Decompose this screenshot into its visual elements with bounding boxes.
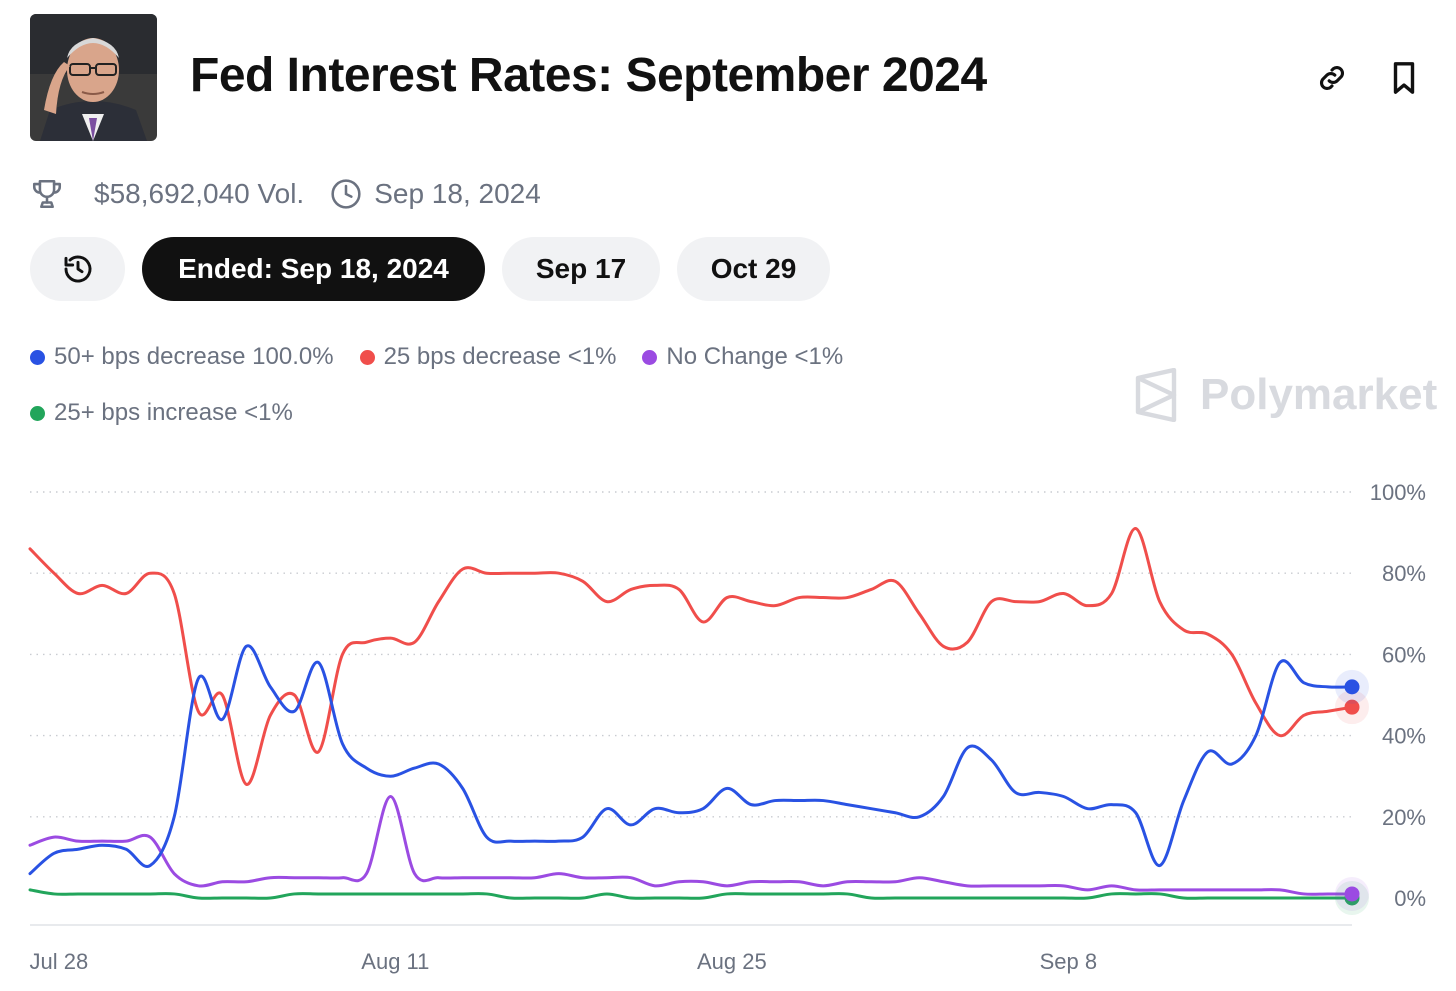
legend-value: 100.0% — [252, 343, 334, 370]
history-button[interactable] — [30, 237, 125, 301]
polymarket-watermark: Polymarket — [1132, 368, 1437, 422]
bookmark-icon — [1393, 62, 1415, 94]
date-pill-sep-17[interactable]: Sep 17 — [502, 237, 660, 301]
legend-name: No Change — [666, 343, 788, 370]
x-tick-label: Jul 28 — [29, 949, 88, 974]
bookmark-button[interactable] — [1386, 60, 1422, 96]
date-pill-oct-29[interactable]: Oct 29 — [677, 237, 830, 301]
y-tick-label: 80% — [1382, 561, 1426, 586]
legend-value: <1% — [794, 343, 844, 370]
series-line-no-change — [28, 795, 1354, 896]
legend-dot — [30, 349, 45, 365]
legend-dot — [642, 349, 658, 365]
series-end-marker — [1344, 699, 1360, 715]
volume-text: $58,692,040 Vol. — [94, 178, 305, 209]
y-tick-label: 20% — [1382, 805, 1426, 830]
series-end-marker — [1344, 886, 1360, 902]
x-tick-label: Aug 25 — [697, 949, 767, 974]
legend-item[interactable]: 50+ bps decrease 100.0% — [30, 343, 334, 371]
history-icon — [64, 255, 91, 283]
market-meta: $58,692,040 Vol. Sep 18, 2024 — [30, 174, 541, 214]
date-selector: Ended: Sep 18, 2024 Sep 17 Oct 29 — [30, 237, 830, 301]
legend-name: 25 bps decrease — [383, 343, 562, 370]
legend-item[interactable]: No Change <1% — [642, 343, 843, 371]
avatar — [30, 14, 157, 141]
legend-item[interactable]: 25 bps decrease <1% — [359, 343, 617, 371]
legend-dot — [30, 405, 45, 421]
x-tick-label: Aug 11 — [361, 949, 429, 974]
y-tick-label: 40% — [1382, 724, 1426, 749]
series-line-25-bps-increase — [28, 888, 1354, 900]
y-tick-label: 0% — [1394, 886, 1426, 911]
legend-dot — [359, 349, 375, 365]
date-pill-ended[interactable]: Ended: Sep 18, 2024 — [142, 237, 485, 301]
link-icon — [1319, 65, 1345, 91]
end-date-text: Sep 18, 2024 — [374, 178, 541, 209]
legend-item[interactable]: 25+ bps increase <1% — [30, 399, 293, 427]
brand-name: Polymarket — [1200, 370, 1438, 419]
legend-value: <1% — [244, 399, 293, 426]
x-tick-label: Sep 8 — [1040, 949, 1098, 974]
legend-name: 25+ bps increase — [54, 399, 238, 426]
polymarket-logo-icon — [1135, 368, 1177, 422]
page-title: Fed Interest Rates: September 2024 — [190, 49, 987, 102]
series-line-50-bps-decrease — [28, 644, 1354, 876]
legend-value: <1% — [567, 343, 617, 370]
trophy-icon — [30, 177, 64, 211]
y-tick-label: 100% — [1370, 480, 1426, 505]
series-end-marker — [1344, 679, 1360, 695]
y-tick-label: 60% — [1382, 642, 1426, 667]
clock-icon — [330, 178, 362, 210]
legend-name: 50+ bps decrease — [54, 343, 246, 370]
series-line-25-bps-decrease — [28, 527, 1354, 786]
copy-link-button[interactable] — [1314, 60, 1350, 96]
market-avatar — [30, 14, 157, 141]
chart-legend: 50+ bps decrease 100.0% 25 bps decrease … — [30, 340, 1110, 452]
